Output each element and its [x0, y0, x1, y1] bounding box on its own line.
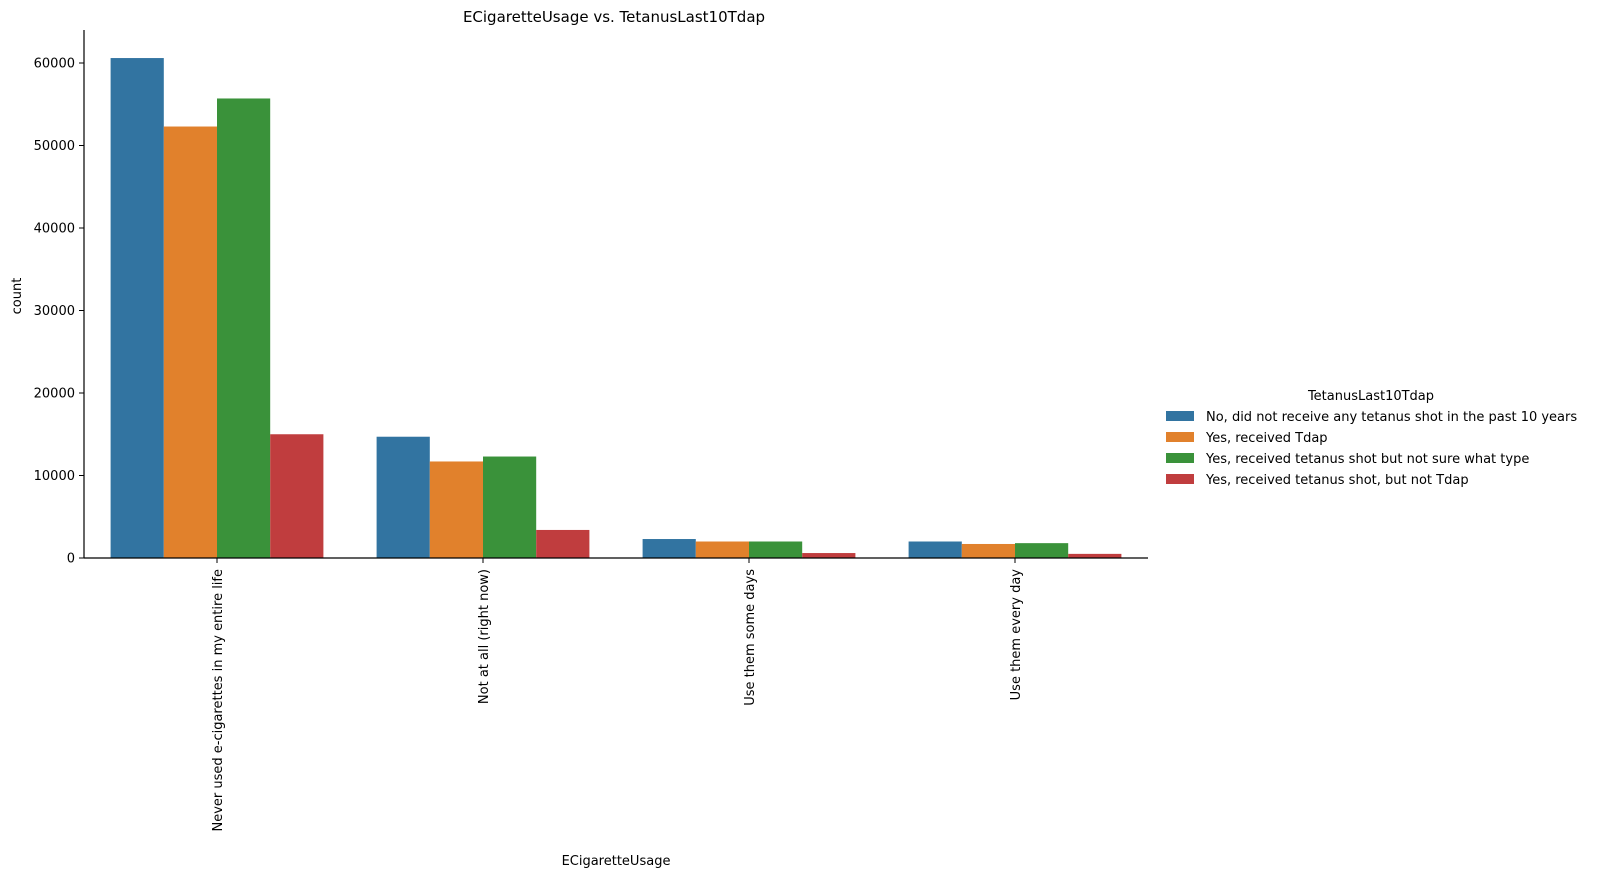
legend-swatch — [1166, 432, 1194, 442]
y-tick-label: 20000 — [34, 387, 75, 402]
bar — [536, 529, 590, 558]
x-tick-label: Use them every day — [1009, 569, 1024, 701]
plot-area — [110, 58, 1122, 559]
legend-swatch — [1166, 411, 1194, 421]
bar — [695, 541, 749, 558]
legend: TetanusLast10Tdap No, did not receive an… — [1166, 389, 1577, 488]
legend-swatch — [1166, 474, 1194, 484]
bar — [961, 543, 1015, 558]
bar — [163, 126, 217, 559]
bar — [1015, 543, 1069, 558]
legend-entry: Yes, received tetanus shot but not sure … — [1205, 452, 1529, 467]
y-tick-label: 0 — [67, 552, 75, 567]
y-tick-label: 30000 — [34, 304, 75, 319]
bar — [376, 436, 430, 558]
x-axis-label: ECigaretteUsage — [562, 854, 671, 869]
y-tick-label: 60000 — [34, 57, 75, 72]
bar — [110, 58, 164, 559]
legend-entry: Yes, received tetanus shot, but not Tdap — [1205, 473, 1469, 488]
x-axis-ticks: Never used e-cigarettes in my entire lif… — [211, 558, 1024, 832]
x-tick-label: Never used e-cigarettes in my entire lif… — [211, 569, 226, 832]
bar — [1068, 553, 1122, 558]
bar — [429, 461, 483, 558]
bar — [217, 98, 271, 558]
bar — [483, 456, 537, 558]
y-axis-label: count — [10, 278, 25, 315]
bar — [642, 539, 696, 558]
legend-title: TetanusLast10Tdap — [1307, 389, 1434, 404]
x-tick-label: Not at all (right now) — [477, 569, 492, 704]
legend-swatch — [1166, 453, 1194, 463]
bar — [802, 553, 856, 558]
x-tick-label: Use them some days — [743, 569, 758, 706]
bar — [270, 434, 324, 558]
y-tick-label: 10000 — [34, 469, 75, 484]
bar — [908, 541, 962, 558]
bar — [749, 541, 803, 558]
chart-title: ECigaretteUsage vs. TetanusLast10Tdap — [463, 8, 765, 26]
legend-entry: No, did not receive any tetanus shot in … — [1206, 410, 1577, 425]
y-tick-label: 50000 — [34, 139, 75, 154]
y-tick-label: 40000 — [34, 222, 75, 237]
y-axis-ticks: 0 10000 20000 30000 40000 50000 60000 — [34, 57, 84, 567]
legend-entry: Yes, received Tdap — [1205, 431, 1328, 446]
